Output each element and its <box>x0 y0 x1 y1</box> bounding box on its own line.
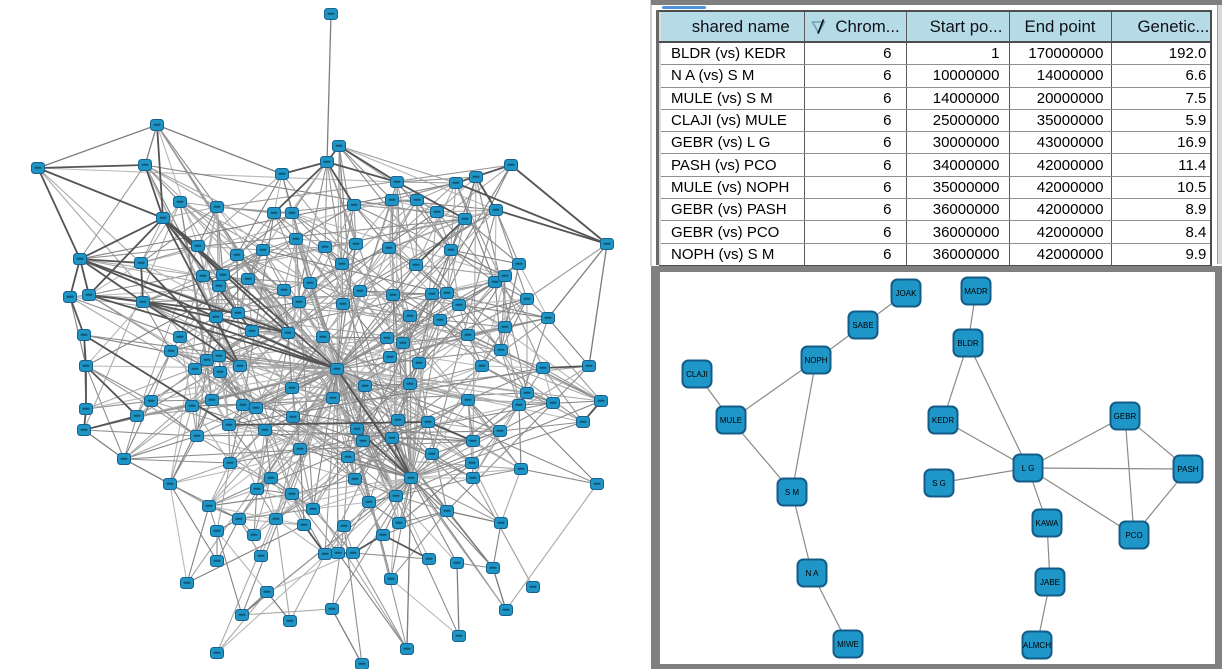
svg-text:ALMCH: ALMCH <box>1023 641 1051 650</box>
svg-text:BLDR: BLDR <box>957 339 979 348</box>
svg-text:CLAJI: CLAJI <box>686 370 708 379</box>
svg-text:MIWE: MIWE <box>837 640 859 649</box>
svg-text:N A: N A <box>806 569 820 578</box>
svg-text:PASH: PASH <box>1177 465 1198 474</box>
svg-text:S M: S M <box>785 488 800 497</box>
svg-text:L G: L G <box>1022 464 1035 473</box>
svg-text:SABE: SABE <box>852 321 873 330</box>
svg-text:MADR: MADR <box>964 287 988 296</box>
svg-text:KEDR: KEDR <box>932 416 954 425</box>
svg-text:JOAK: JOAK <box>896 289 918 298</box>
svg-text:GEBR: GEBR <box>1114 412 1137 421</box>
svg-text:S G: S G <box>932 479 946 488</box>
svg-text:JABE: JABE <box>1040 578 1060 587</box>
svg-text:KAWA: KAWA <box>1036 519 1060 528</box>
svg-text:PCO: PCO <box>1125 531 1142 540</box>
svg-text:NOPH: NOPH <box>804 356 827 365</box>
svg-text:MULE: MULE <box>720 416 742 425</box>
